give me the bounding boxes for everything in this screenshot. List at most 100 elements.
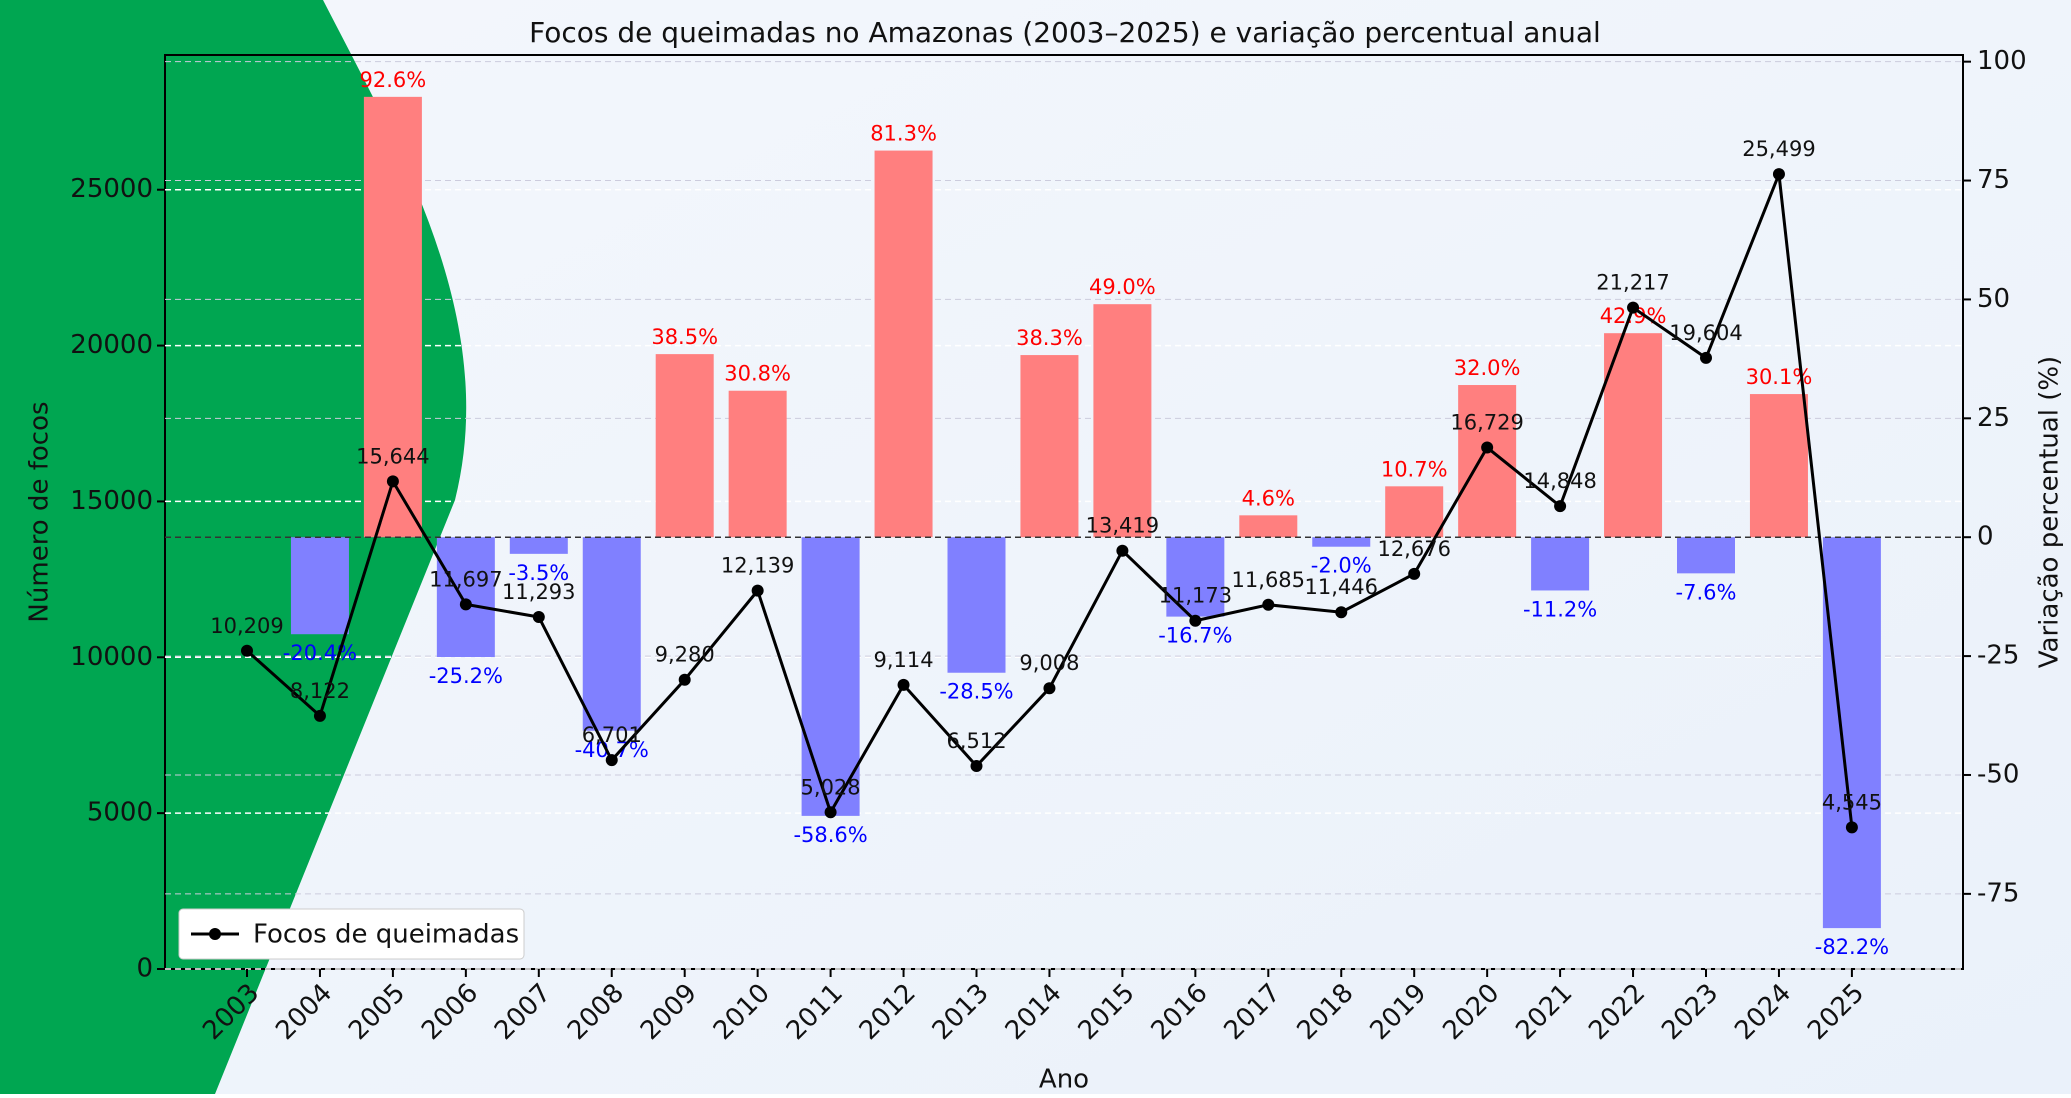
point	[1627, 301, 1640, 314]
bar-value-label: 38.3%	[1016, 326, 1083, 350]
bar	[436, 537, 495, 658]
bar	[1604, 333, 1663, 538]
legend-box	[178, 908, 525, 960]
point-value-label: 25,499	[1742, 137, 1815, 161]
point-value-label: 11,173	[1159, 584, 1232, 608]
bar-value-label: -11.2%	[1523, 597, 1597, 621]
point	[1043, 682, 1056, 695]
point-value-label: 12,139	[721, 554, 794, 578]
point-value-label: 13,419	[1086, 514, 1159, 538]
point-value-label: 6,512	[946, 729, 1006, 753]
point-value-label: 14,848	[1523, 469, 1596, 493]
x-axis-label: Ano	[1039, 1065, 1089, 1095]
y-tick-label: 0	[136, 954, 153, 984]
bar-value-label: 32.0%	[1454, 356, 1521, 380]
point	[1845, 821, 1858, 834]
y-axis-label: Número de focos	[25, 401, 55, 622]
y2-tick-label: -25	[1977, 641, 2019, 671]
point	[1189, 614, 1202, 627]
point-value-label: 12,676	[1377, 537, 1450, 561]
bar-value-label: -2.0%	[1311, 554, 1372, 578]
bar	[363, 96, 422, 538]
point	[1772, 168, 1785, 181]
point-value-label: 11,685	[1232, 568, 1305, 592]
point-value-label: 10,209	[210, 614, 283, 638]
bar	[1458, 385, 1517, 538]
point	[678, 673, 691, 686]
chart-title: Focos de queimadas no Amazonas (2003–202…	[529, 16, 1601, 49]
point-value-label: 11,446	[1305, 575, 1378, 599]
point	[386, 475, 399, 488]
bar	[582, 537, 641, 731]
bar-value-label: 92.6%	[360, 68, 427, 92]
y2-tick-label: 50	[1977, 284, 2010, 314]
point	[459, 598, 472, 611]
bar	[509, 537, 568, 554]
point	[824, 806, 837, 819]
legend-marker	[209, 928, 221, 940]
bar-value-label: 30.8%	[724, 362, 791, 386]
point	[1116, 544, 1129, 557]
point-value-label: 11,293	[502, 580, 575, 604]
y2-axis-label: Variação percentual (%)	[2035, 356, 2065, 668]
bar-value-label: -7.6%	[1676, 580, 1737, 604]
bar-value-label: 81.3%	[870, 122, 937, 146]
point-value-label: 8,122	[290, 679, 350, 703]
bar-value-label: -3.5%	[508, 561, 569, 585]
bar-value-label: -25.2%	[429, 664, 503, 688]
bar	[290, 537, 349, 635]
legend-label: Focos de queimadas	[253, 920, 519, 950]
y-tick-label: 25000	[70, 174, 153, 204]
point	[313, 709, 326, 722]
y-tick-label: 15000	[70, 486, 153, 516]
y2-tick-label: 75	[1977, 165, 2010, 195]
point	[241, 644, 253, 657]
bar-value-label: 38.5%	[651, 325, 718, 349]
bar-value-label: 49.0%	[1089, 275, 1156, 299]
bar	[655, 354, 714, 538]
y-tick-label: 5000	[87, 798, 153, 828]
point-value-label: 19,604	[1669, 321, 1742, 345]
point	[532, 610, 545, 623]
point	[1335, 606, 1348, 619]
point-value-label: 9,280	[655, 643, 715, 667]
point-value-label: 16,729	[1450, 411, 1523, 435]
bar	[1385, 486, 1444, 538]
y-tick-label: 20000	[70, 330, 153, 360]
point-value-label: 5,028	[801, 775, 861, 799]
point-value-label: 11,697	[429, 567, 502, 591]
bar	[728, 390, 787, 538]
point-value-label: 21,217	[1596, 271, 1669, 295]
point-value-label: 9,114	[873, 648, 933, 672]
bar-value-label: 10.7%	[1381, 457, 1448, 481]
point	[1700, 351, 1712, 364]
y2-tick-label: 100	[1977, 46, 2027, 76]
bar	[1677, 537, 1735, 574]
point	[970, 760, 983, 773]
point	[1481, 441, 1494, 454]
bar	[1749, 394, 1808, 538]
bar	[1093, 304, 1152, 538]
y2-tick-label: 25	[1977, 403, 2010, 433]
y2-tick-label: 0	[1977, 522, 1994, 552]
point-value-label: 4,545	[1822, 790, 1882, 814]
bar	[1020, 355, 1079, 538]
bar	[874, 150, 933, 538]
bar	[1312, 537, 1371, 547]
point	[1554, 500, 1567, 513]
point	[897, 678, 910, 691]
bar	[1531, 537, 1590, 591]
bar	[1239, 515, 1298, 538]
bar-value-label: -16.7%	[1158, 624, 1232, 648]
bar	[947, 537, 1006, 673]
point-value-label: 15,644	[356, 444, 429, 468]
decorative-shape	[0, 0, 467, 1094]
bar	[1822, 537, 1881, 929]
y2-tick-label: -75	[1977, 878, 2019, 908]
point	[1262, 598, 1275, 611]
bar-value-label: -20.4%	[283, 641, 357, 665]
y-tick-label: 10000	[70, 642, 153, 672]
point	[605, 754, 618, 767]
point	[1408, 567, 1421, 580]
